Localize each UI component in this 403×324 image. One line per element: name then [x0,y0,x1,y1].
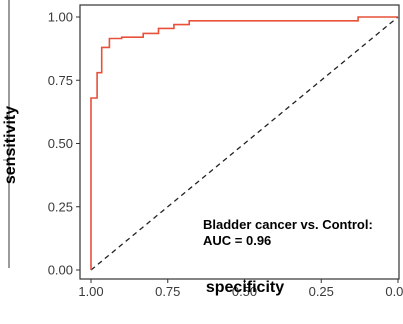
annotation-auc: AUC = 0.96 [203,233,271,248]
y-axis-title: sensitivity [2,106,19,184]
y-tick-label: 0.00 [48,263,73,278]
y-axis-ticks: 0.00 0.25 0.50 0.75 1.00 [48,10,80,278]
y-tick-label: 0.25 [48,199,73,214]
y-tick-label: 0.50 [48,136,73,151]
x-tick-label: 1.00 [78,284,103,299]
roc-curve [90,16,398,270]
x-axis-ticks: 1.00 0.75 0.50 0.25 0.00 [78,279,403,299]
y-tick-label: 1.00 [48,10,73,25]
reference-diagonal-line [90,16,399,271]
x-axis-title: specificity [206,279,284,296]
plot-panel-border [79,4,400,280]
annotation-comparison: Bladder cancer vs. Control: [203,217,373,232]
y-tick-label: 0.75 [48,73,73,88]
x-tick-label: 0.25 [309,284,334,299]
x-tick-label: 0.50 [232,284,257,299]
x-tick-label: 0.75 [155,284,180,299]
x-tick-label: 0.00 [385,284,403,299]
